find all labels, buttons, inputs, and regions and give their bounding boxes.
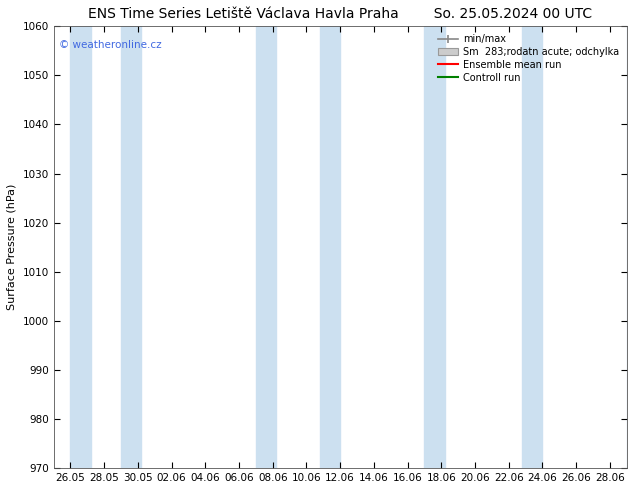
Bar — [70, 26, 91, 468]
Bar — [121, 26, 141, 468]
Bar — [424, 26, 444, 468]
Bar — [320, 26, 340, 468]
Bar — [256, 26, 276, 468]
Title: ENS Time Series Letiště Václava Havla Praha        So. 25.05.2024 00 UTC: ENS Time Series Letiště Václava Havla Pr… — [88, 7, 592, 21]
Y-axis label: Surface Pressure (hPa): Surface Pressure (hPa) — [7, 184, 17, 311]
Bar — [522, 26, 542, 468]
Legend: min/max, Sm  283;rodatn acute; odchylka, Ensemble mean run, Controll run: min/max, Sm 283;rodatn acute; odchylka, … — [436, 31, 622, 86]
Bar — [626, 26, 634, 468]
Text: © weatheronline.cz: © weatheronline.cz — [60, 40, 162, 49]
